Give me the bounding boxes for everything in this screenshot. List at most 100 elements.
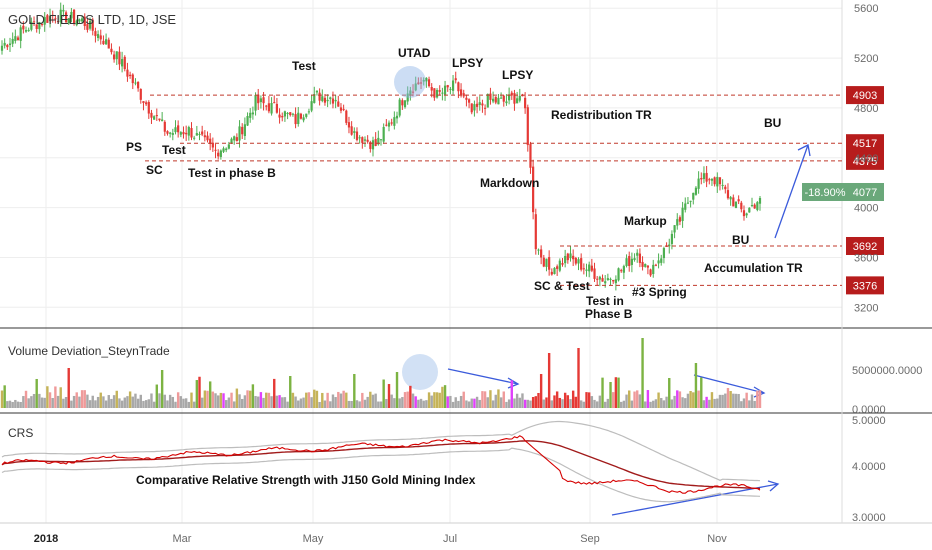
candle-body <box>102 40 105 45</box>
volume-bar <box>758 390 762 408</box>
volume-bar <box>603 401 607 408</box>
volume-bar <box>321 392 324 408</box>
volume-bar <box>494 394 497 408</box>
volume-bar <box>435 392 439 408</box>
volume-bar <box>22 396 25 408</box>
candle-body <box>737 199 740 202</box>
volume-bar <box>716 398 719 408</box>
volume-bar <box>724 393 727 408</box>
volume-bar <box>238 394 241 408</box>
candle-body <box>270 103 273 114</box>
volume-bar <box>313 389 316 408</box>
candle-body <box>6 44 9 48</box>
volume-bar <box>579 400 583 408</box>
candle-body <box>678 217 682 222</box>
candle-body <box>118 51 121 65</box>
candle-body <box>0 45 4 51</box>
candle-body <box>121 59 124 67</box>
volume-bar <box>553 395 556 408</box>
volume-bar <box>510 380 513 408</box>
candlesticks <box>0 2 762 291</box>
candle-body <box>697 178 700 189</box>
volume-bar <box>446 396 449 408</box>
volume-bar <box>16 401 20 408</box>
volume-bar <box>318 401 321 408</box>
volume-bar <box>6 401 9 408</box>
volume-bar <box>259 392 263 408</box>
candle-body <box>179 132 182 135</box>
candle-body <box>46 15 49 23</box>
candle-body <box>371 140 375 150</box>
volume-bar <box>339 393 343 408</box>
candle-body <box>497 97 500 105</box>
candle-body <box>40 23 44 25</box>
candle-body <box>548 257 551 270</box>
crs-moving-average <box>1 440 761 490</box>
volume-bar <box>441 386 444 408</box>
candle-body <box>716 176 719 187</box>
volume-bar <box>126 396 129 408</box>
volume-bar <box>708 399 711 408</box>
volume-bar <box>67 368 70 408</box>
volume-bar <box>609 382 612 408</box>
annotation-bu-1: BU <box>764 116 781 130</box>
volume-bar <box>43 397 46 408</box>
candle-body <box>251 112 254 115</box>
candle-body <box>134 82 137 84</box>
time-axis-tick: Mar <box>173 533 192 545</box>
candle-body <box>19 27 22 41</box>
candle-body <box>171 133 174 135</box>
bu-arrow-head <box>797 144 811 157</box>
volume-bar <box>152 401 156 408</box>
volume-bar <box>366 396 369 408</box>
volume-bar <box>51 398 54 408</box>
candle-body <box>467 99 471 103</box>
candle-body <box>403 100 407 108</box>
candle-body <box>398 99 401 116</box>
price-level-label: 3692 <box>853 241 877 253</box>
candle-body <box>638 253 641 263</box>
candle-body <box>96 34 100 38</box>
candle-body <box>724 186 727 190</box>
volume-bar <box>718 394 722 408</box>
candle-body <box>601 278 604 282</box>
candle-body <box>556 266 559 269</box>
volume-bar <box>668 378 671 408</box>
price-level-badge <box>846 236 884 255</box>
volume-bar <box>662 400 666 408</box>
candle-body <box>387 122 391 127</box>
candle-body <box>518 95 521 101</box>
volume-bar <box>8 400 12 408</box>
volume-bar <box>102 396 105 408</box>
candle-body <box>347 122 351 128</box>
candle-body <box>123 56 126 70</box>
annotation-phase-b: Phase B <box>585 307 633 321</box>
volume-bar <box>115 390 118 408</box>
volume-bar <box>358 401 361 408</box>
volume-bar <box>515 393 519 408</box>
volume-bar <box>489 390 492 408</box>
volume-bar <box>491 400 495 408</box>
candle-body <box>147 102 150 114</box>
candle-body <box>473 104 476 111</box>
candle-body <box>153 116 156 120</box>
candle-body <box>110 48 113 53</box>
candle-body <box>185 132 188 135</box>
volume-bar <box>179 396 183 408</box>
volume-bar <box>246 390 249 408</box>
symbol-title: GOLD FIELDS LTD, 1D, JSE <box>8 12 176 27</box>
candle-body <box>414 83 417 91</box>
volume-bar <box>83 390 86 408</box>
annotation-utad: UTAD <box>398 46 431 60</box>
volume-bar <box>118 398 121 408</box>
volume-bar <box>507 399 511 408</box>
volume-bar <box>75 392 78 408</box>
annotation-ps: PS <box>126 140 142 154</box>
volume-bar <box>174 401 177 408</box>
crs-lines <box>1 420 761 503</box>
volume-bar <box>267 392 271 408</box>
candle-body <box>259 98 262 103</box>
current-price-label: 4077 <box>853 187 877 199</box>
volume-bar <box>190 392 193 408</box>
